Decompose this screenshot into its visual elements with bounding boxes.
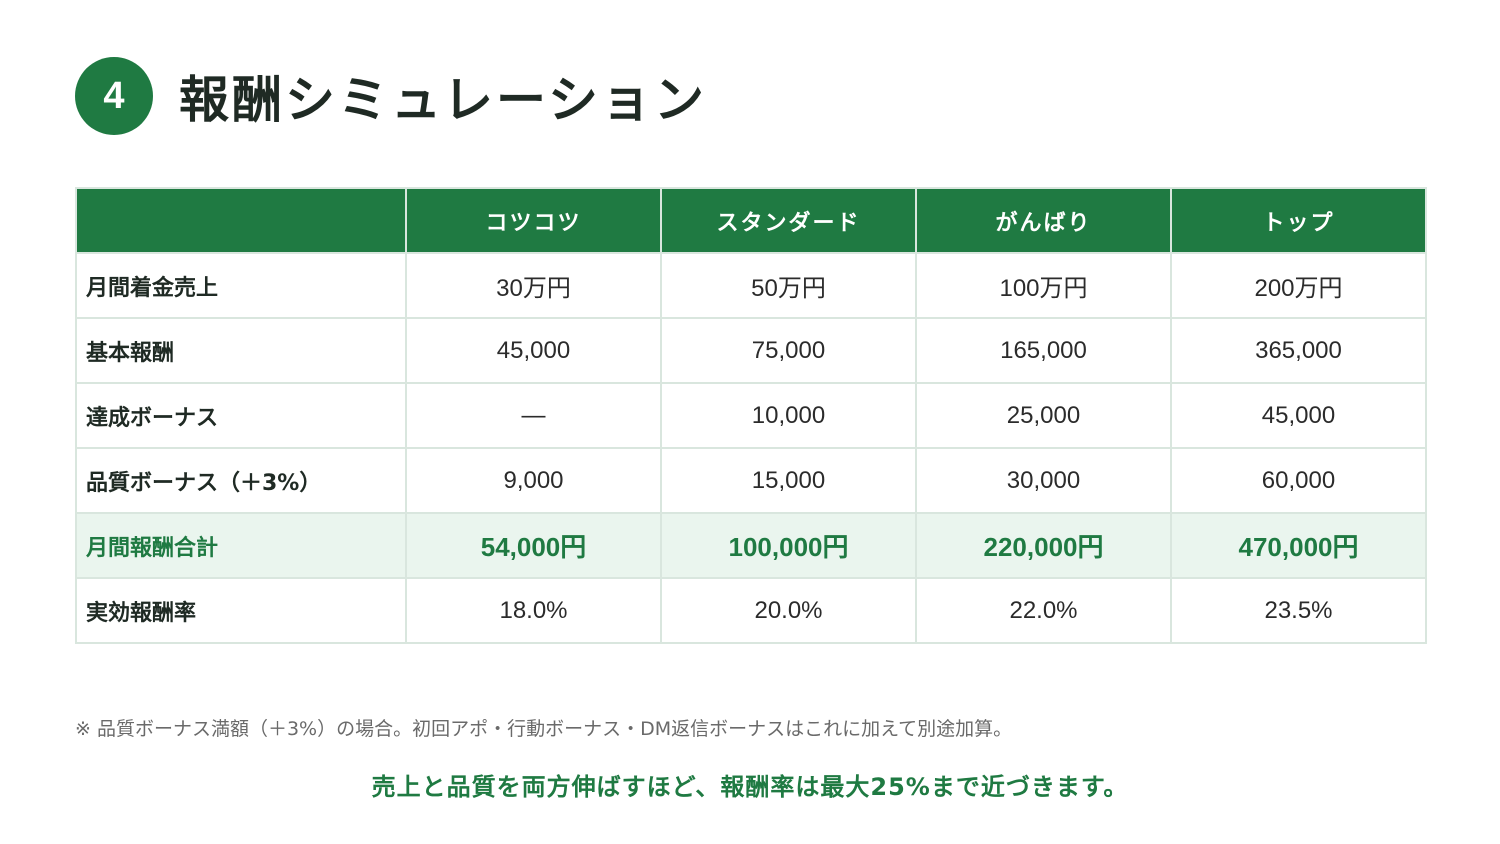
table-cell: 20.0% bbox=[660, 577, 917, 644]
row-label: 実効報酬率 bbox=[75, 577, 407, 644]
table-cell: 50万円 bbox=[660, 252, 917, 319]
row-label: 達成ボーナス bbox=[75, 382, 407, 449]
step-number-badge: 4 bbox=[75, 57, 153, 135]
table-row-quality-bonus: 品質ボーナス（＋3%） 9,000 15,000 30,000 60,000 bbox=[75, 447, 1427, 514]
table-cell: 60,000 bbox=[1170, 447, 1427, 514]
table-header-row: コツコツ スタンダード がんばり トップ bbox=[75, 187, 1427, 254]
column-header-kotsukotsu: コツコツ bbox=[405, 187, 662, 254]
table-cell: 23.5% bbox=[1170, 577, 1427, 644]
column-header-standard: スタンダード bbox=[660, 187, 917, 254]
table-cell: 25,000 bbox=[915, 382, 1172, 449]
table-row-monthly-total: 月間報酬合計 54,000円 100,000円 220,000円 470,000… bbox=[75, 512, 1427, 579]
table-cell: 200万円 bbox=[1170, 252, 1427, 319]
table-cell: — bbox=[405, 382, 662, 449]
table-cell: 220,000円 bbox=[915, 512, 1172, 579]
table-row-monthly-sales: 月間着金売上 30万円 50万円 100万円 200万円 bbox=[75, 252, 1427, 319]
table-row-base-reward: 基本報酬 45,000 75,000 165,000 365,000 bbox=[75, 317, 1427, 384]
column-header-top: トップ bbox=[1170, 187, 1427, 254]
table-cell: 75,000 bbox=[660, 317, 917, 384]
table-cell: 10,000 bbox=[660, 382, 917, 449]
table-cell: 30万円 bbox=[405, 252, 662, 319]
table-cell: 18.0% bbox=[405, 577, 662, 644]
footnote: ※ 品質ボーナス満額（＋3%）の場合。初回アポ・行動ボーナス・DM返信ボーナスは… bbox=[75, 718, 1013, 740]
column-header-ganbari: がんばり bbox=[915, 187, 1172, 254]
row-label: 月間着金売上 bbox=[75, 252, 407, 319]
table-cell: 54,000円 bbox=[405, 512, 662, 579]
table-cell: 15,000 bbox=[660, 447, 917, 514]
table-row-effective-rate: 実効報酬率 18.0% 20.0% 22.0% 23.5% bbox=[75, 577, 1427, 644]
table-cell: 45,000 bbox=[1170, 382, 1427, 449]
table-row-achievement-bonus: 達成ボーナス — 10,000 25,000 45,000 bbox=[75, 382, 1427, 449]
table-cell: 100,000円 bbox=[660, 512, 917, 579]
table-cell: 30,000 bbox=[915, 447, 1172, 514]
table-cell: 22.0% bbox=[915, 577, 1172, 644]
column-header-blank bbox=[75, 187, 407, 254]
section-header: 4 報酬シミュレーション bbox=[75, 57, 707, 135]
table-cell: 165,000 bbox=[915, 317, 1172, 384]
reward-simulation-table: コツコツ スタンダード がんばり トップ 月間着金売上 30万円 50万円 10… bbox=[75, 187, 1427, 644]
page-title: 報酬シミュレーション bbox=[179, 71, 707, 129]
table-cell: 100万円 bbox=[915, 252, 1172, 319]
table-cell: 45,000 bbox=[405, 317, 662, 384]
row-label: 品質ボーナス（＋3%） bbox=[75, 447, 407, 514]
table-cell: 9,000 bbox=[405, 447, 662, 514]
row-label: 基本報酬 bbox=[75, 317, 407, 384]
table-cell: 365,000 bbox=[1170, 317, 1427, 384]
table-cell: 470,000円 bbox=[1170, 512, 1427, 579]
conclusion-text: 売上と品質を両方伸ばすほど、報酬率は最大25%まで近づきます。 bbox=[371, 773, 1129, 801]
row-label: 月間報酬合計 bbox=[75, 512, 407, 579]
